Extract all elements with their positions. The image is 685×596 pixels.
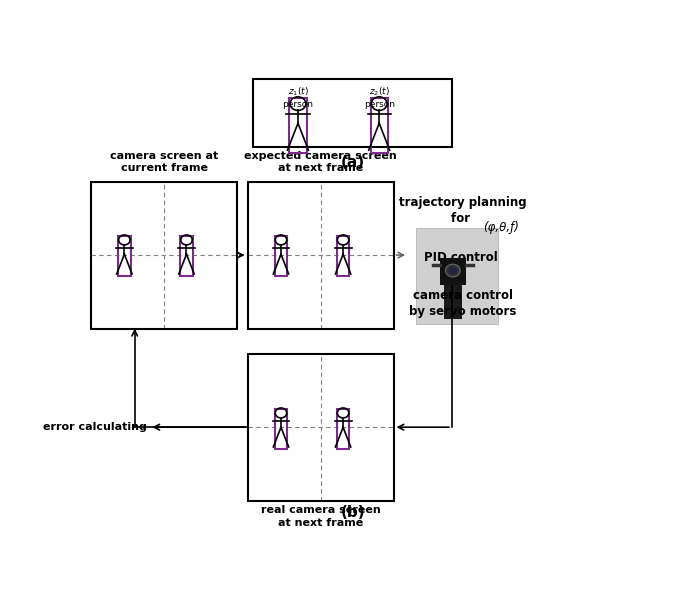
Text: PID control: PID control (424, 251, 498, 264)
Bar (416, 228, 498, 324)
Bar (337, 235, 349, 276)
Text: real camera screen
at next frame: real camera screen at next frame (261, 505, 381, 527)
Bar (247, 182, 393, 328)
Text: error calculating: error calculating (42, 422, 147, 432)
Bar (275, 409, 287, 449)
Bar (444, 283, 462, 319)
Text: $z_2(t)$
person: $z_2(t)$ person (364, 85, 395, 109)
Bar (290, 98, 306, 153)
Bar (118, 235, 131, 276)
Circle shape (449, 266, 458, 274)
Bar (247, 354, 393, 501)
Bar (253, 79, 452, 147)
Text: (φ,θ,ƒ): (φ,θ,ƒ) (483, 221, 519, 234)
Circle shape (445, 264, 460, 277)
Text: camera control
by servo motors: camera control by servo motors (409, 289, 516, 318)
Bar (440, 259, 466, 285)
Text: (b): (b) (340, 505, 365, 520)
Text: $z_1(t)$
person: $z_1(t)$ person (282, 85, 314, 109)
Bar (371, 98, 388, 153)
Text: trajectory planning
for: trajectory planning for (399, 195, 526, 225)
Bar (337, 409, 349, 449)
Bar (180, 235, 192, 276)
Text: (a): (a) (340, 155, 364, 170)
Text: camera screen at
current frame: camera screen at current frame (110, 151, 219, 173)
Bar (275, 235, 287, 276)
Text: expected camera screen
at next frame: expected camera screen at next frame (245, 151, 397, 173)
Bar (91, 182, 237, 328)
